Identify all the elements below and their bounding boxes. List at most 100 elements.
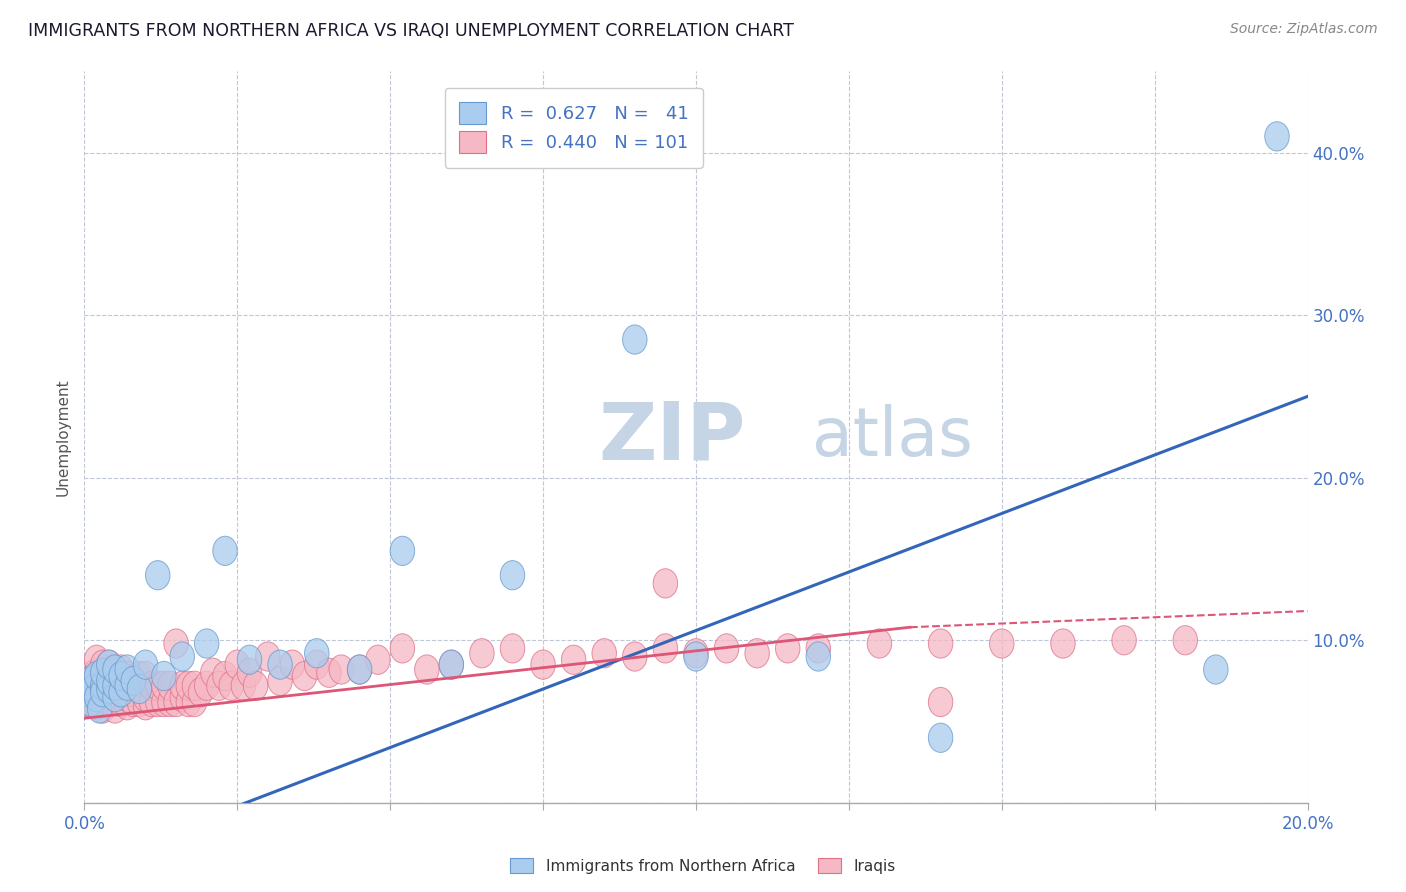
Ellipse shape xyxy=(501,633,524,663)
Ellipse shape xyxy=(212,661,238,690)
Ellipse shape xyxy=(97,678,121,706)
Ellipse shape xyxy=(103,666,127,696)
Ellipse shape xyxy=(90,671,115,700)
Ellipse shape xyxy=(90,671,115,700)
Ellipse shape xyxy=(305,650,329,680)
Ellipse shape xyxy=(231,671,256,700)
Ellipse shape xyxy=(292,661,316,690)
Ellipse shape xyxy=(269,666,292,696)
Legend: Immigrants from Northern Africa, Iraqis: Immigrants from Northern Africa, Iraqis xyxy=(505,852,901,880)
Ellipse shape xyxy=(1204,655,1227,684)
Ellipse shape xyxy=(90,650,115,680)
Ellipse shape xyxy=(90,661,115,690)
Ellipse shape xyxy=(84,661,108,690)
Ellipse shape xyxy=(90,678,115,706)
Ellipse shape xyxy=(501,560,524,590)
Ellipse shape xyxy=(146,671,170,700)
Ellipse shape xyxy=(90,678,115,706)
Ellipse shape xyxy=(97,688,121,716)
Ellipse shape xyxy=(103,682,127,712)
Ellipse shape xyxy=(714,633,738,663)
Ellipse shape xyxy=(165,688,188,716)
Ellipse shape xyxy=(97,650,121,680)
Ellipse shape xyxy=(470,639,494,668)
Ellipse shape xyxy=(683,642,709,671)
Ellipse shape xyxy=(79,688,103,716)
Ellipse shape xyxy=(256,642,280,671)
Ellipse shape xyxy=(316,658,342,688)
Ellipse shape xyxy=(201,658,225,688)
Ellipse shape xyxy=(84,682,108,712)
Ellipse shape xyxy=(103,682,127,712)
Ellipse shape xyxy=(238,645,262,674)
Ellipse shape xyxy=(745,639,769,668)
Ellipse shape xyxy=(103,671,127,700)
Ellipse shape xyxy=(212,536,238,566)
Ellipse shape xyxy=(146,688,170,716)
Ellipse shape xyxy=(115,682,139,712)
Ellipse shape xyxy=(115,690,139,720)
Ellipse shape xyxy=(121,666,146,696)
Ellipse shape xyxy=(194,671,219,700)
Ellipse shape xyxy=(305,639,329,668)
Ellipse shape xyxy=(1050,629,1076,658)
Ellipse shape xyxy=(79,674,103,704)
Ellipse shape xyxy=(1265,121,1289,151)
Ellipse shape xyxy=(219,671,243,700)
Ellipse shape xyxy=(115,671,139,700)
Ellipse shape xyxy=(97,674,121,704)
Ellipse shape xyxy=(108,655,134,684)
Ellipse shape xyxy=(103,655,127,684)
Ellipse shape xyxy=(84,671,108,700)
Ellipse shape xyxy=(79,688,103,716)
Ellipse shape xyxy=(82,678,105,706)
Ellipse shape xyxy=(170,682,194,712)
Ellipse shape xyxy=(134,661,157,690)
Ellipse shape xyxy=(329,655,353,684)
Ellipse shape xyxy=(152,661,176,690)
Ellipse shape xyxy=(391,536,415,566)
Ellipse shape xyxy=(75,678,100,706)
Ellipse shape xyxy=(1112,625,1136,655)
Ellipse shape xyxy=(928,629,953,658)
Ellipse shape xyxy=(139,671,165,700)
Ellipse shape xyxy=(654,633,678,663)
Ellipse shape xyxy=(84,690,108,720)
Ellipse shape xyxy=(928,688,953,716)
Ellipse shape xyxy=(366,645,391,674)
Legend: R =  0.627   N =   41, R =  0.440   N = 101: R = 0.627 N = 41, R = 0.440 N = 101 xyxy=(444,87,703,168)
Ellipse shape xyxy=(170,642,194,671)
Y-axis label: Unemployment: Unemployment xyxy=(55,378,70,496)
Ellipse shape xyxy=(531,650,555,680)
Text: ZIP: ZIP xyxy=(598,398,745,476)
Ellipse shape xyxy=(194,629,219,658)
Ellipse shape xyxy=(165,629,188,658)
Text: IMMIGRANTS FROM NORTHERN AFRICA VS IRAQI UNEMPLOYMENT CORRELATION CHART: IMMIGRANTS FROM NORTHERN AFRICA VS IRAQI… xyxy=(28,22,794,40)
Ellipse shape xyxy=(90,694,115,723)
Ellipse shape xyxy=(415,655,439,684)
Ellipse shape xyxy=(157,688,183,716)
Ellipse shape xyxy=(108,678,134,706)
Ellipse shape xyxy=(391,633,415,663)
Ellipse shape xyxy=(1173,625,1198,655)
Ellipse shape xyxy=(97,666,121,696)
Ellipse shape xyxy=(269,650,292,680)
Ellipse shape xyxy=(103,655,127,684)
Ellipse shape xyxy=(146,560,170,590)
Ellipse shape xyxy=(84,645,108,674)
Ellipse shape xyxy=(108,666,134,696)
Ellipse shape xyxy=(121,678,146,706)
Ellipse shape xyxy=(990,629,1014,658)
Ellipse shape xyxy=(79,666,103,696)
Ellipse shape xyxy=(82,674,105,704)
Ellipse shape xyxy=(806,642,831,671)
Ellipse shape xyxy=(188,678,212,706)
Ellipse shape xyxy=(176,671,201,700)
Ellipse shape xyxy=(97,666,121,696)
Ellipse shape xyxy=(103,674,127,704)
Ellipse shape xyxy=(108,678,134,706)
Ellipse shape xyxy=(75,688,100,716)
Ellipse shape xyxy=(806,633,831,663)
Ellipse shape xyxy=(97,650,121,680)
Ellipse shape xyxy=(776,633,800,663)
